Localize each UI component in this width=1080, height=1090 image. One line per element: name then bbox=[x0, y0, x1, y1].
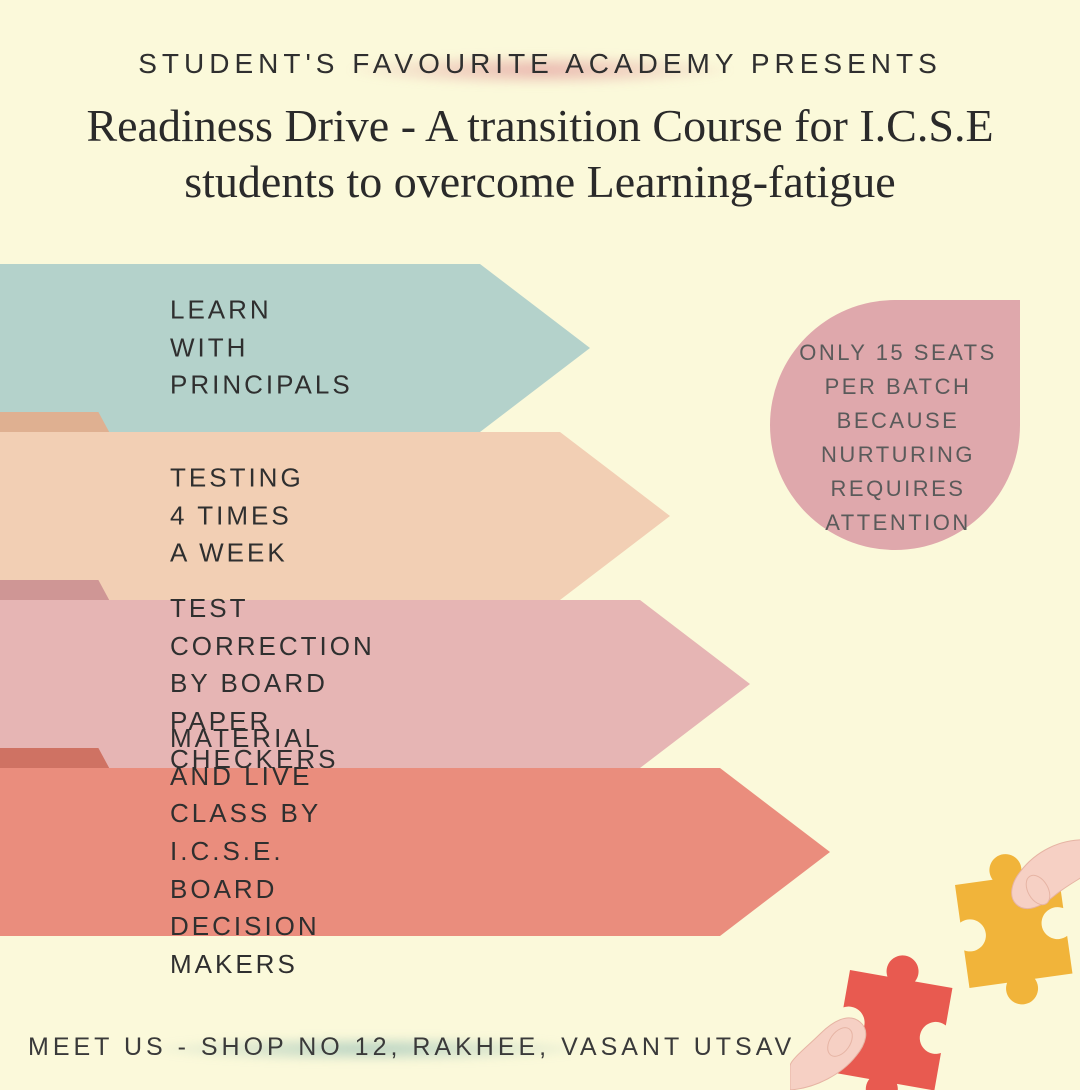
arrow-head-icon bbox=[560, 432, 670, 600]
footer-address: MEET US - SHOP NO 12, RAKHEE, VASANT UTS… bbox=[28, 1033, 795, 1062]
feature-arrow-label: LEARN WITH PRINCIPALS bbox=[170, 291, 353, 404]
puzzle-hands-icon bbox=[790, 830, 1080, 1090]
arrow-body bbox=[0, 768, 720, 936]
arrow-head-icon bbox=[480, 264, 590, 432]
seats-callout-text: ONLY 15 SEATS PER BATCH BECAUSE NURTURIN… bbox=[798, 336, 998, 541]
presenter-line: STUDENT'S FAVOURITE ACADEMY PRESENTS bbox=[0, 48, 1080, 80]
feature-arrow-label: TESTING 4 TIMES A WEEK bbox=[170, 459, 304, 572]
arrow-head-icon bbox=[640, 600, 750, 768]
seats-callout: ONLY 15 SEATS PER BATCH BECAUSE NURTURIN… bbox=[770, 300, 1020, 550]
page-title: Readiness Drive - A transition Course fo… bbox=[40, 98, 1040, 210]
feature-arrow-label: MATERIAL AND LIVE CLASS BY I.C.S.E. BOAR… bbox=[170, 720, 321, 984]
